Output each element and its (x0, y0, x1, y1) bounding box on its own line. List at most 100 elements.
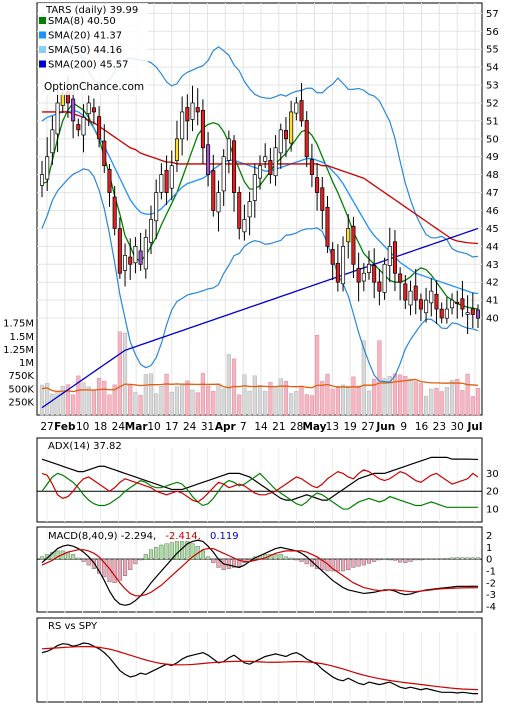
date-tick-label: 10 (147, 421, 160, 433)
volume-bar (465, 373, 470, 416)
indicator-line (41, 456, 479, 501)
volume-bar (247, 390, 252, 416)
volume-bar (112, 384, 117, 416)
price-tick-label: 55 (486, 45, 499, 56)
price-legend: TARS (daily) 39.99 SMA(8) 40.50 SMA(20) 4… (38, 3, 148, 95)
macd-histogram-bar (143, 554, 148, 560)
volume-bar (143, 374, 148, 416)
volume-bar (289, 393, 294, 416)
candle-body (247, 201, 252, 218)
macd-histogram-bar (299, 558, 304, 562)
volume-tick-label: 250K (8, 397, 34, 408)
candle-body (408, 290, 413, 306)
volume-bar (221, 388, 226, 416)
volume-bar (252, 375, 257, 416)
volume-bar (39, 384, 45, 416)
candle-body (159, 174, 164, 193)
indicator-line (41, 645, 479, 691)
macd-histogram-bar (81, 558, 86, 562)
volume-bar (190, 389, 195, 416)
volume-bar (340, 384, 346, 416)
candle-body (465, 312, 470, 315)
volume-bar (164, 373, 169, 416)
candle-body (117, 228, 122, 274)
date-tick-label: 10 (76, 421, 89, 433)
price-tick-label: 48 (486, 170, 499, 181)
macd-histogram-bar (418, 558, 423, 561)
volume-bar (205, 385, 211, 416)
date-tick-label: Jun (375, 421, 395, 433)
candle-body (211, 170, 216, 211)
price-tick-label: 49 (486, 152, 499, 163)
date-tick-label: Apr (215, 421, 237, 433)
macd-histogram-bar (398, 558, 403, 563)
macd-histogram-bar (190, 543, 195, 560)
candle-body (190, 102, 195, 120)
volume-bar (418, 383, 424, 416)
legend-swatch (39, 46, 46, 53)
candle-body (335, 262, 340, 283)
volume-bar (325, 373, 330, 416)
volume-bar (216, 383, 221, 416)
volume-bar (211, 390, 216, 416)
candle-body (403, 283, 408, 301)
panel-tick-label: 30 (486, 469, 499, 480)
volume-bar (351, 376, 356, 416)
macd-histogram-bar (465, 557, 470, 560)
price-tick-label: 54 (486, 63, 499, 74)
panel-tick-label: 1 (486, 543, 492, 554)
macd-histogram-bar (97, 558, 102, 574)
macd-histogram-bar (159, 544, 164, 560)
adx-panel: 10 20 30 ADX(14) 37.82 (36, 437, 499, 523)
volume-bar (200, 373, 206, 416)
date-tick-label: 7 (240, 421, 247, 433)
legend-label: SMA(8) 40.50 (48, 16, 116, 27)
date-tick-label: 27 (361, 421, 374, 433)
candle-body (382, 263, 387, 293)
macd-histogram-bar (39, 556, 45, 560)
macd-histogram-bar (232, 558, 237, 568)
legend-label: SMA(20) 41.37 (48, 31, 122, 42)
date-tick-label: 17 (165, 421, 178, 433)
volume-bar (86, 386, 91, 416)
price-tick-label: 46 (486, 206, 499, 217)
panel-tick-label: -4 (486, 602, 496, 613)
macd-histogram-bar (273, 554, 278, 560)
volume-bar (159, 385, 164, 416)
volume-tick-label: 1M (19, 358, 34, 369)
macd-histogram-bar (356, 558, 361, 567)
macd-histogram-bar (387, 558, 392, 561)
date-tick-label: 31 (201, 421, 214, 433)
indicator-line (41, 539, 479, 606)
volume-bar (320, 381, 325, 416)
macd-histogram-bar (408, 558, 413, 562)
volume-bar (237, 394, 242, 416)
volume-average-line (41, 378, 479, 393)
macd-histogram-bar (294, 558, 299, 561)
sma-line (41, 227, 479, 409)
indicator-line (41, 642, 478, 695)
volume-bar (366, 390, 372, 416)
candle-body (346, 228, 351, 243)
date-tick-label: 19 (343, 421, 356, 433)
candle-body (128, 256, 133, 265)
legend-swatch (39, 60, 46, 68)
candle-body (424, 299, 429, 314)
adx-title: ADX(14) 37.82 (48, 441, 122, 452)
candle-body (45, 156, 50, 180)
candle-body (470, 308, 475, 315)
price-tick-label: 53 (486, 81, 499, 92)
volume-bar (413, 381, 418, 416)
macd-histogram-bar (361, 558, 366, 566)
price-tick-label: 52 (486, 98, 499, 109)
macd-histogram-bar (86, 558, 91, 566)
macd-histogram-bar (91, 558, 96, 569)
volume-bar (273, 386, 278, 416)
candle-body (71, 98, 76, 122)
candle-body (377, 281, 382, 292)
macd-histogram-bar (133, 558, 138, 565)
candle-body (242, 219, 247, 233)
candle-body (325, 206, 330, 247)
macd-histogram-bar (439, 558, 444, 560)
